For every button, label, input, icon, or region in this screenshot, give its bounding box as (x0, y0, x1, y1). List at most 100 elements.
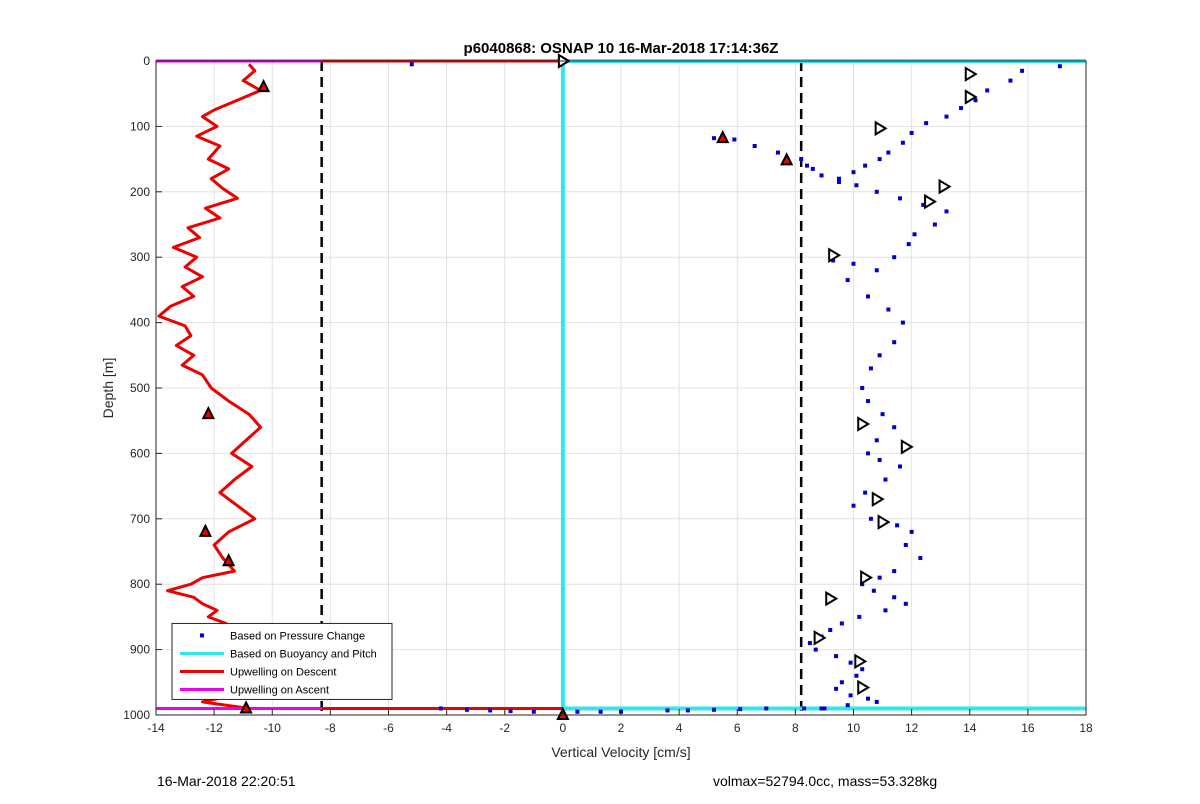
data-point (944, 209, 949, 214)
data-point (868, 366, 873, 371)
data-point (895, 523, 900, 528)
data-point (877, 353, 882, 358)
descent-marker (239, 700, 253, 714)
legend-label: Upwelling on Descent (230, 666, 336, 678)
data-point (834, 654, 839, 659)
data-point (944, 114, 949, 119)
data-point (802, 706, 807, 711)
data-point (866, 399, 871, 404)
ascent-marker (924, 193, 938, 210)
x-tick-label: 16 (1021, 721, 1035, 735)
y-tick-label: 100 (130, 119, 150, 133)
data-point (903, 542, 908, 547)
data-point (851, 261, 856, 266)
data-point (836, 179, 841, 184)
y-axis-label: Depth [m] (100, 358, 116, 419)
footer-parameters: volmax=52794.0cc, mass=53.328kg (713, 773, 938, 789)
descent-marker (256, 78, 271, 93)
data-point (871, 588, 876, 593)
x-tick-label: 2 (618, 721, 625, 735)
data-point (819, 706, 824, 711)
x-tick-label: 8 (792, 721, 799, 735)
data-point (764, 706, 769, 711)
x-tick-label: -4 (441, 721, 452, 735)
data-point (898, 464, 902, 469)
data-point (973, 98, 978, 103)
footer-timestamp: 16-Mar-2018 22:20:51 (157, 773, 296, 789)
data-point (874, 268, 879, 273)
data-point (868, 516, 873, 521)
data-point (819, 173, 824, 178)
x-tick-label: 12 (905, 721, 919, 735)
data-point (712, 136, 716, 141)
ascent-marker (877, 514, 891, 530)
data-point (732, 137, 737, 142)
x-tick-label: -14 (147, 721, 165, 735)
data-point (918, 556, 923, 561)
data-point (848, 693, 853, 698)
y-tick-label: 200 (130, 185, 150, 199)
tick-labels: -14 -12 -10 -8 -6 -4 -2 0 2 4 6 8 10 12 14 16 18 0 100 200 3… (123, 54, 1093, 735)
data-point (866, 696, 871, 701)
y-tick-label: 0 (143, 54, 150, 68)
x-axis-label: Vertical Velocity [cm/s] (551, 744, 690, 760)
ascent-marker (938, 178, 952, 195)
ascent-marker (854, 653, 868, 670)
data-point (886, 150, 891, 155)
data-point (598, 709, 603, 714)
x-tick-label: 14 (963, 721, 977, 735)
legend-label: Based on Pressure Change (230, 630, 365, 642)
data-point (874, 189, 879, 194)
data-point (860, 667, 865, 672)
descent-marker (198, 523, 213, 537)
data-point (851, 170, 856, 175)
data-point (874, 699, 879, 704)
x-tick-label: -10 (264, 721, 282, 735)
data-point (892, 569, 897, 574)
ascent-marker (828, 247, 842, 264)
data-point (863, 163, 868, 168)
data-point (883, 477, 888, 482)
y-tick-label: 300 (130, 250, 150, 264)
chart-title: p6040868: OSNAP 10 16-Mar-2018 17:14:36Z (464, 40, 779, 57)
ascent-marker (900, 439, 914, 455)
data-point (828, 627, 833, 632)
x-tick-label: 10 (847, 721, 861, 735)
legend-box (171, 622, 393, 700)
data-point (854, 673, 859, 678)
legend-label: Based on Buoyancy and Pitch (230, 648, 377, 660)
ascent-marker (857, 679, 871, 696)
x-tick-label: -8 (325, 721, 336, 735)
data-point (836, 176, 841, 181)
data-point (799, 157, 804, 162)
legend: Based on Pressure Change Based on Buoyanc… (171, 622, 393, 700)
x-tick-label: 6 (734, 721, 741, 735)
data-point (903, 601, 908, 606)
data-point (892, 255, 897, 260)
data-point (985, 88, 990, 93)
data-point (839, 680, 844, 685)
data-point (912, 232, 917, 237)
ascent-marker (874, 120, 888, 137)
data-point (438, 706, 443, 711)
legend-swatch (200, 633, 204, 638)
x-tick-label: 18 (1079, 721, 1093, 735)
data-point (738, 707, 743, 712)
ascent-filled-marker (780, 152, 794, 166)
data-point (1008, 78, 1013, 83)
data-point (810, 166, 815, 171)
data-point (921, 202, 926, 207)
data-point (860, 582, 865, 587)
x-tick-label: -12 (205, 721, 223, 735)
data-point (531, 709, 536, 714)
data-point (900, 140, 905, 145)
data-point (874, 438, 879, 443)
descent-marker (222, 553, 236, 567)
y-tick-label: 700 (130, 512, 150, 526)
data-point (834, 686, 839, 691)
x-tick-label: 0 (560, 721, 567, 735)
data-point (854, 183, 859, 188)
data-point (822, 706, 827, 711)
descent-marker (201, 405, 215, 420)
